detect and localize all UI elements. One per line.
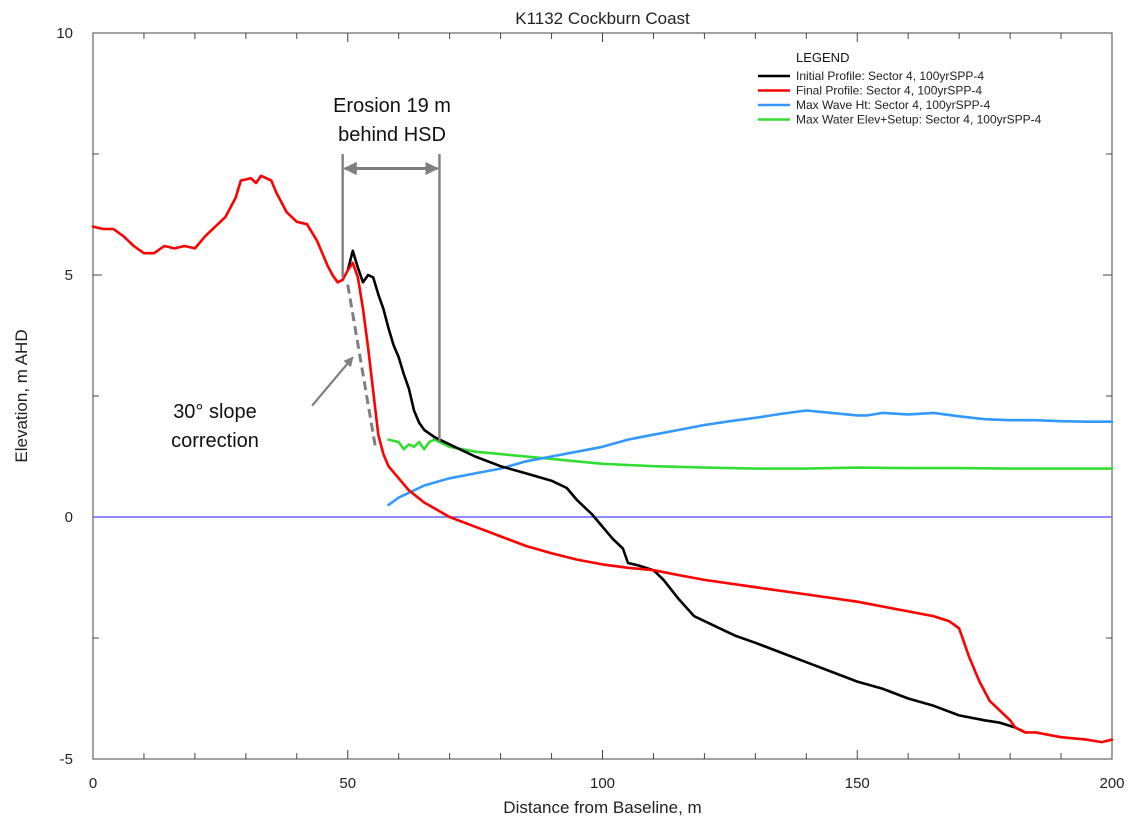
x-tick-label: 100 [590,775,615,792]
x-tick-label: 50 [339,775,356,792]
slope-label: 30° slope [173,401,257,423]
series-line [387,438,1114,470]
erosion-label: behind HSD [338,124,446,146]
y-tick-label: 10 [56,25,73,42]
y-tick-label: -5 [60,751,73,768]
slope-arrow [311,356,354,407]
legend: LEGEND Initial Profile: Sector 4, 100yrS… [758,50,1042,127]
legend-label: Max Water Elev+Setup: Sector 4, 100yrSPP… [796,113,1042,127]
legend-label: Max Wave Ht: Sector 4, 100yrSPP-4 [796,98,991,112]
y-tick-label: 5 [65,267,73,284]
legend-label: Initial Profile: Sector 4, 100yrSPP-4 [796,69,984,83]
series-line [346,249,1027,734]
annotation-group: Erosion 19 m behind HSD 30° slope correctio… [171,95,451,452]
x-tick-label: 0 [89,775,97,792]
x-tick-label: 150 [845,775,870,792]
x-tick-label: 200 [1099,775,1124,792]
slope-label: correction [171,430,259,452]
plot-frame [92,32,1113,760]
legend-label: Final Profile: Sector 4, 100yrSPP-4 [796,84,982,98]
erosion-label: Erosion 19 m [333,95,451,117]
series-line [387,409,1114,507]
series-line [91,174,1114,744]
legend-title: LEGEND [796,50,849,65]
chart-title: K1132 Cockburn Coast [515,9,690,28]
x-axis-label: Distance from Baseline, m [503,798,701,817]
axis-ticks: 0 50 100 150 200 -5 0 5 10 [56,25,1124,792]
series-group [91,174,1114,744]
y-axis-label: Elevation, m AHD [12,329,31,462]
y-tick-label: 0 [65,509,73,526]
